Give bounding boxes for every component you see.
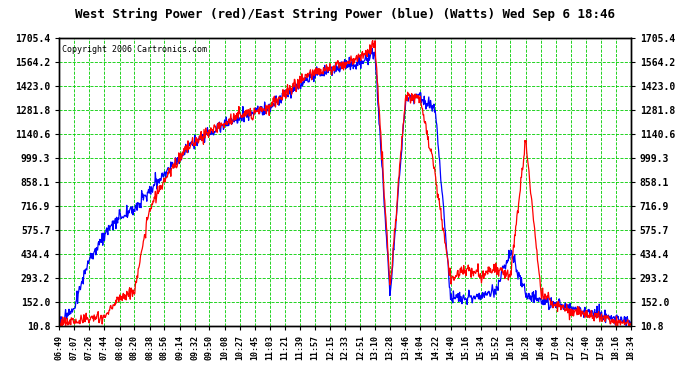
Text: Copyright 2006 Cartronics.com: Copyright 2006 Cartronics.com: [62, 45, 207, 54]
Text: West String Power (red)/East String Power (blue) (Watts) Wed Sep 6 18:46: West String Power (red)/East String Powe…: [75, 8, 615, 21]
